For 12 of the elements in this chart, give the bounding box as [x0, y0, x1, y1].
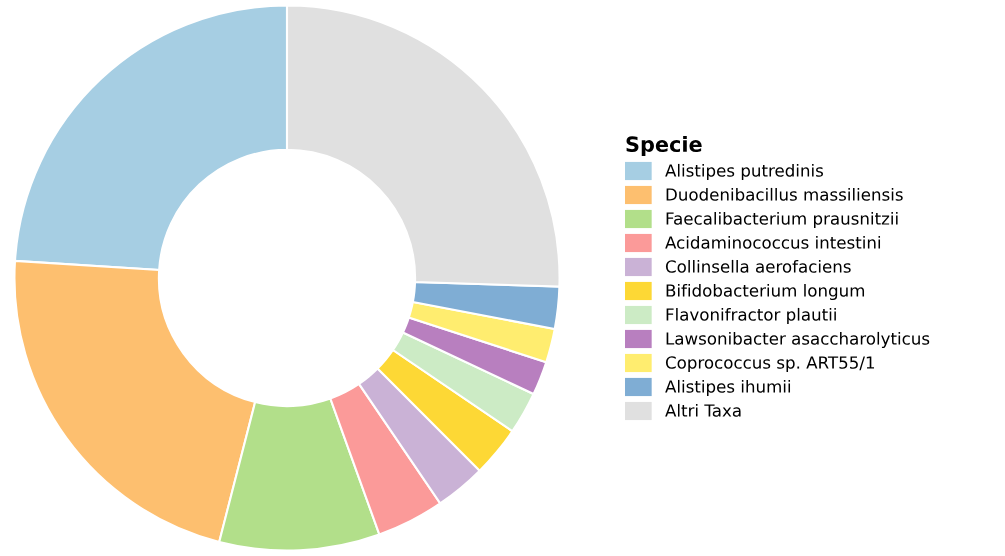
legend-label: Acidaminococcus intestini — [665, 235, 881, 249]
legend-title: Specie — [626, 135, 702, 157]
legend-label: Coprococcus sp. ART55/1 — [665, 356, 875, 373]
legend-label: Flavonifractor plautii — [666, 307, 836, 325]
legend-label: Faecalibacterium prausnitzii — [666, 211, 898, 229]
legend-label: Lawsonibacter asaccharolyticus — [666, 331, 930, 349]
legend-label: Duodenibacillus massiliensis — [666, 187, 903, 201]
legend-label: Collinsella aerofaciens — [665, 259, 851, 273]
legend-label: Alistipes ihumii — [665, 379, 791, 397]
legend-label: Altri Taxa — [665, 403, 741, 417]
legend-label: Bifidobacterium longum — [666, 283, 865, 301]
legend-label: Alistipes putredinis — [665, 163, 824, 181]
